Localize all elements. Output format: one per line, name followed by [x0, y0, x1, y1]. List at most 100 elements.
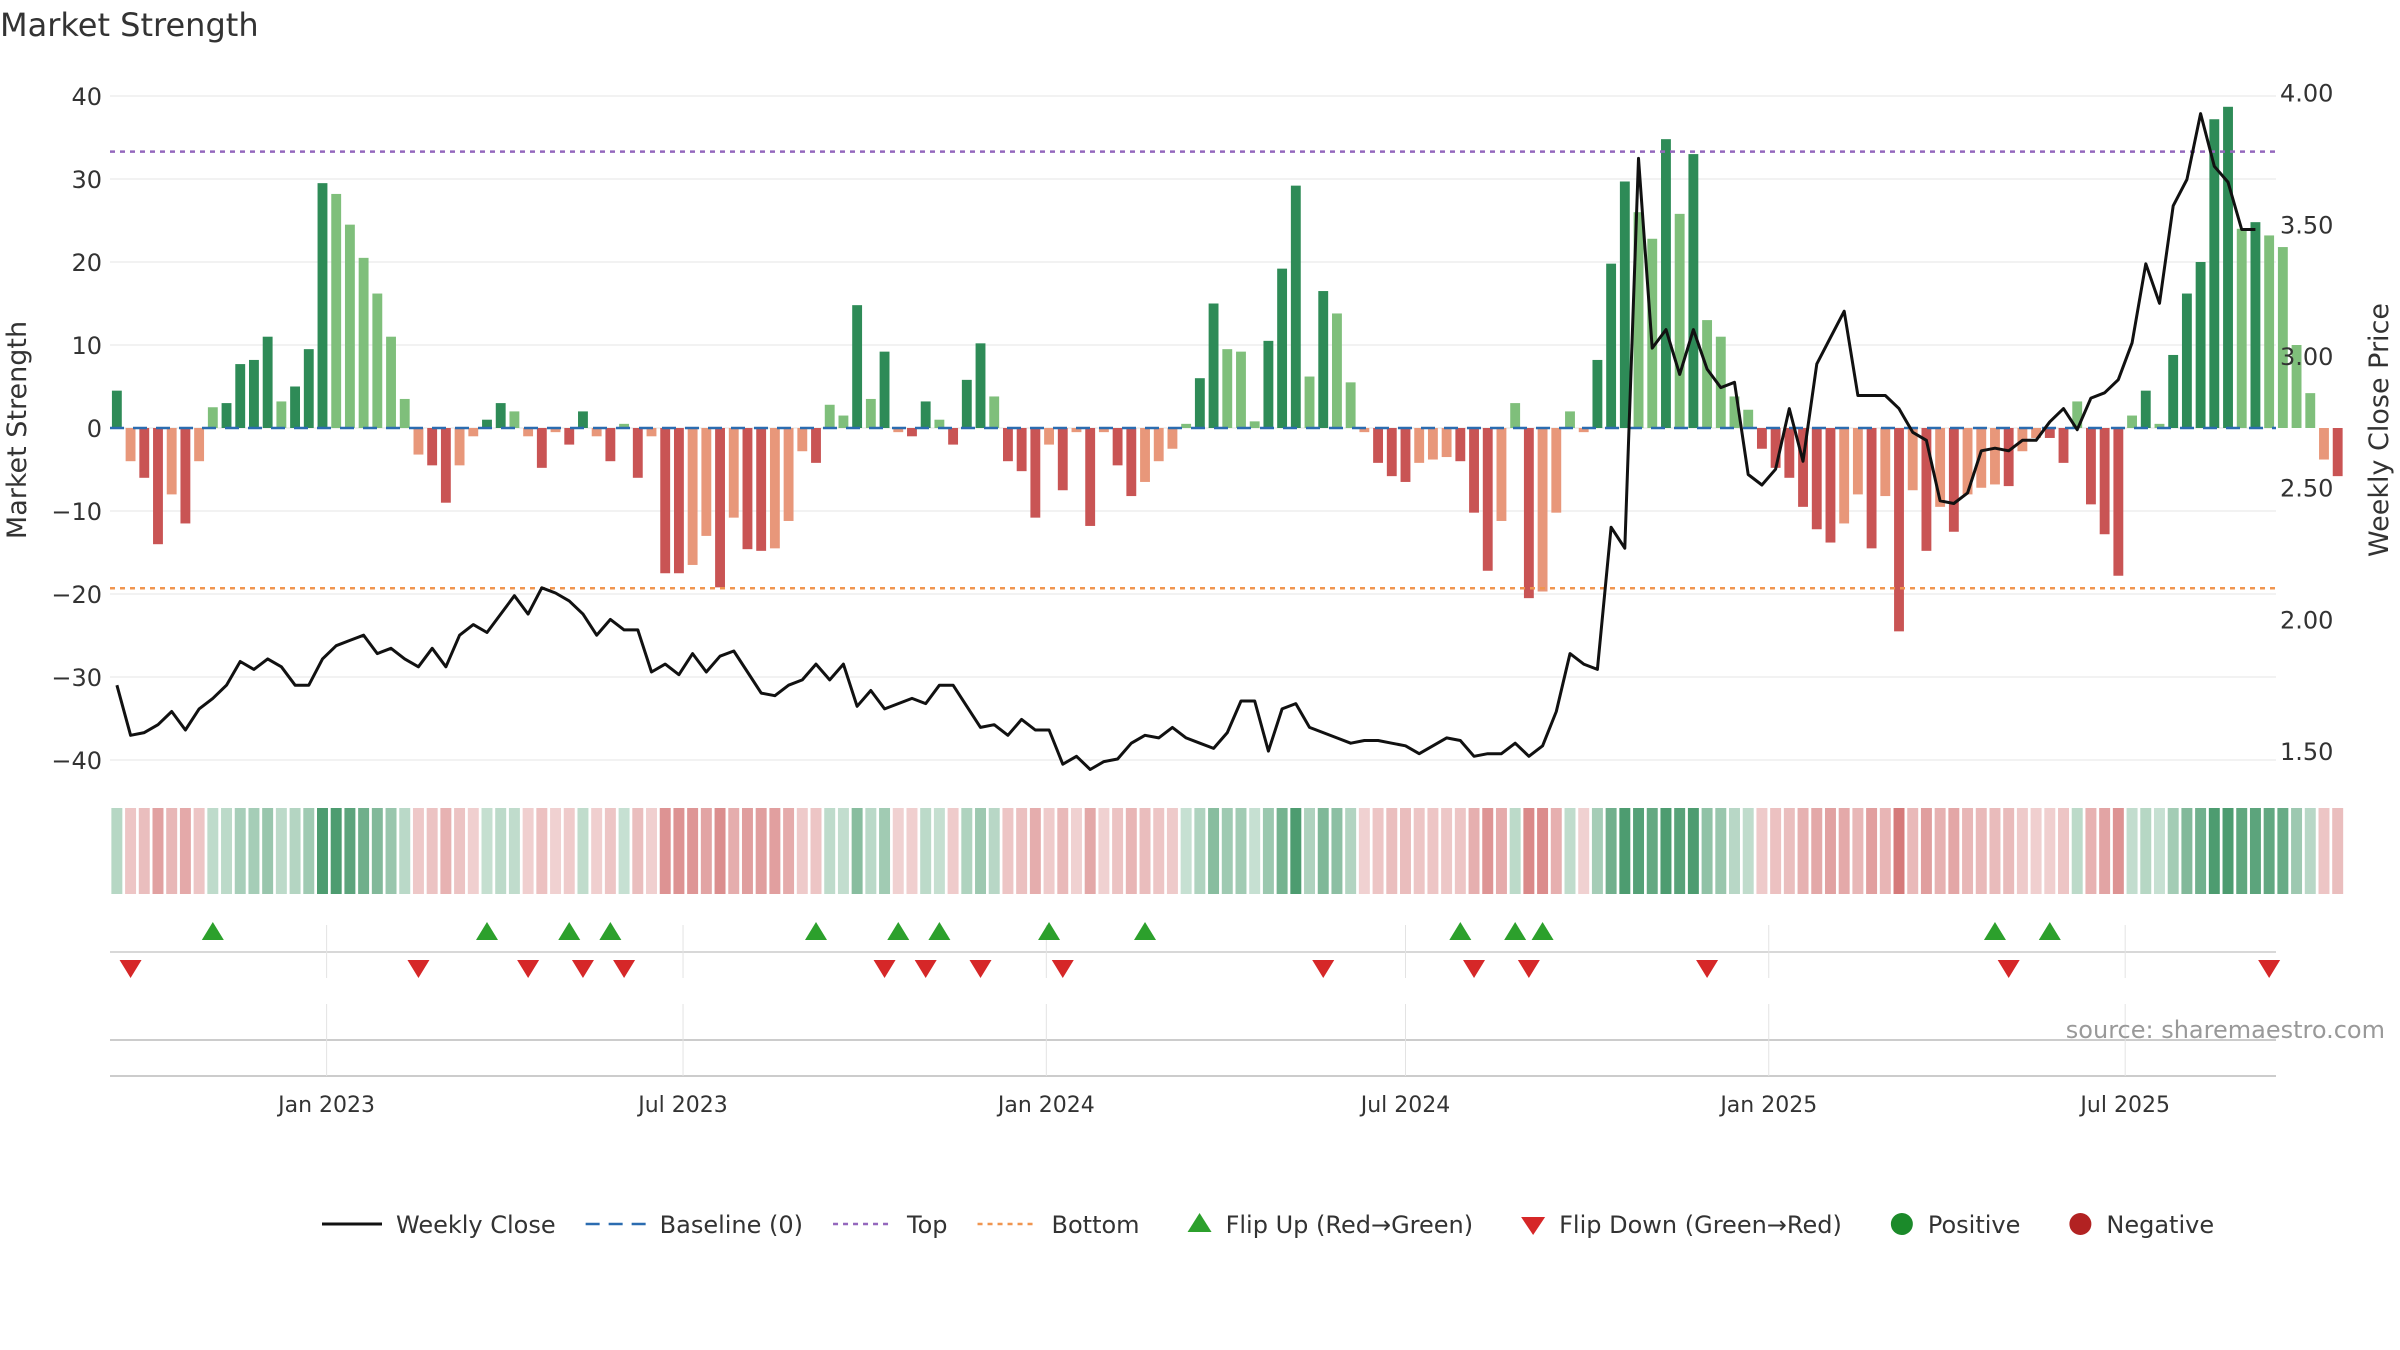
flip-down-marker [613, 960, 636, 978]
strength-bar-positive [1510, 403, 1521, 428]
strength-bar-negative [1071, 428, 1082, 433]
strength-bar-positive [1222, 349, 1233, 428]
strength-bar-positive [824, 404, 835, 428]
strip-cell [2071, 808, 2083, 894]
flip-up-marker [201, 922, 224, 940]
legend-label: Negative [2106, 1211, 2214, 1239]
strip-cell [1468, 808, 1480, 894]
y-tick-label-right: 3.00 [2280, 343, 2333, 371]
legend-label: Bottom [1052, 1211, 1140, 1239]
strip-cell [1962, 808, 1974, 894]
strip-cell [2195, 808, 2207, 894]
strength-bar-negative [701, 428, 712, 536]
strength-bar-negative [811, 428, 821, 463]
strength-bars [111, 106, 2343, 632]
strip-cell [2249, 808, 2261, 894]
strip-cell [1975, 808, 1987, 894]
y-tick-label-left: −20 [51, 581, 102, 609]
strength-bar-negative [1784, 428, 1795, 478]
legend-label: Positive [1928, 1211, 2021, 1239]
flip-up-marker [928, 922, 951, 940]
strength-bar-positive [879, 351, 890, 428]
strip-cell [1934, 808, 1946, 894]
strength-bar-negative [1894, 428, 1904, 632]
strength-bar-positive [1688, 154, 1699, 428]
strength-bar-positive [1743, 409, 1754, 428]
strip-cell [1249, 808, 1261, 894]
x-tick-label: Jul 2025 [2078, 1093, 2170, 1118]
strength-bar-negative [1921, 428, 1932, 551]
strength-bar-negative [1880, 428, 1891, 497]
strength-bar-positive [619, 423, 630, 428]
strength-bar-positive [331, 193, 342, 428]
y-axis-label-left: Market Strength [2, 321, 33, 539]
legend-swatch-positive [1890, 1213, 1913, 1235]
strength-bar-negative [797, 428, 808, 452]
right-axis: 4.00 3.50 3.00 2.50 2.00 1.50 [2280, 80, 2333, 766]
strip-cell [741, 808, 753, 894]
strip-cell [2030, 808, 2042, 894]
strip-cell [1441, 808, 1453, 894]
strip-cell [111, 808, 123, 894]
strength-bar-negative [2113, 428, 2124, 576]
strip-cell [1386, 808, 1398, 894]
strength-bar-negative [1359, 428, 1370, 433]
strip-cell [508, 808, 520, 894]
strip-cell [330, 808, 342, 894]
strength-bar-positive [303, 349, 314, 428]
flip-up-marker [475, 922, 498, 940]
strip-cell [1112, 808, 1124, 894]
strip-cell [358, 808, 370, 894]
strength-bar-positive [2223, 106, 2233, 428]
strip-cell [2208, 808, 2220, 894]
source-label: source: sharemaestro.com [2066, 1016, 2385, 1044]
strength-bar-positive [2291, 345, 2302, 428]
strength-bar-negative [1167, 428, 1178, 449]
strip-cell [2318, 808, 2330, 894]
strip-cell [1687, 808, 1699, 894]
strip-cell [1400, 808, 1411, 894]
strip-cell [988, 808, 1000, 894]
strip-cell [947, 808, 959, 894]
strip-cell [1907, 808, 1919, 894]
strength-bar-positive [1290, 185, 1301, 428]
strip-cell [275, 808, 287, 894]
strip-cell [1523, 808, 1535, 894]
flip-up-marker [1983, 922, 2006, 940]
strength-bar-negative [1016, 428, 1027, 472]
strip-cell [714, 808, 726, 894]
strip-cell [399, 808, 411, 894]
strip-cell [2222, 808, 2234, 894]
strip-cell [1537, 808, 1549, 894]
strip-cell [1070, 808, 1082, 894]
strip-cell [1989, 808, 2001, 894]
strength-bar-negative [715, 428, 725, 588]
strength-bar-negative [605, 428, 616, 462]
strip-cell [1002, 808, 1014, 894]
strip-cell [1756, 808, 1768, 894]
flip-down-marker [407, 960, 430, 978]
strip-cell [1550, 808, 1562, 894]
x-tick-label: Jul 2023 [636, 1093, 728, 1118]
strip-cell [2277, 808, 2289, 894]
y-axis-label-right: Weekly Close Price [2364, 303, 2395, 557]
strength-bar-negative [1057, 428, 1068, 491]
strip-cell [920, 808, 932, 894]
strength-bar-positive [276, 401, 287, 428]
strip-cell [563, 808, 575, 894]
strength-bar-negative [646, 428, 657, 437]
strip-cell [193, 808, 205, 894]
strength-bar-positive [1619, 181, 1630, 428]
y-tick-label-right: 3.50 [2280, 211, 2333, 239]
strength-bar-positive [1208, 303, 1219, 428]
strip-cell [1057, 808, 1069, 894]
strength-bar-positive [344, 224, 355, 428]
strength-bar-negative [1112, 428, 1123, 466]
strength-bar-positive [1277, 268, 1288, 428]
strength-bar-positive [2250, 222, 2261, 428]
strength-bar-positive [2181, 293, 2192, 428]
strength-bar-negative [1002, 428, 1013, 462]
strip-cell [975, 808, 986, 894]
strength-bar-positive [1592, 359, 1603, 428]
strip-cell [2153, 808, 2165, 894]
